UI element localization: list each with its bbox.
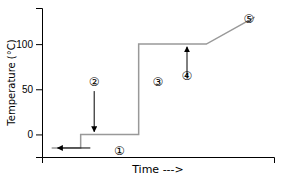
line	[52, 17, 255, 148]
y-tick: 0	[27, 129, 42, 140]
plot-area	[52, 17, 255, 148]
arrow	[57, 147, 90, 148]
y-tick-mark	[36, 134, 42, 135]
y-tick: 100	[16, 39, 42, 50]
chart-container: 0 50 100 ① ② ③ ④ ⑤ Time ---> Temperature (°C)	[0, 0, 282, 179]
y-tick-label: 100	[16, 39, 33, 50]
annotation: ⑤	[243, 12, 254, 26]
annotation: ③	[153, 75, 164, 89]
annotation: ②	[89, 75, 100, 89]
y-tick-label: 0	[27, 129, 33, 140]
y-tick-label: 50	[22, 84, 34, 95]
x-axis-title: Time --->	[131, 163, 184, 176]
y-tick-mark	[36, 89, 42, 90]
y-axis-line	[36, 9, 43, 158]
y-axis: 0 50 100	[16, 9, 42, 158]
y-axis-title: Temperature (°C)	[6, 39, 17, 126]
annotation: ①	[114, 144, 125, 158]
annotation: ④	[182, 69, 193, 83]
chart-svg: 0 50 100 ① ② ③ ④ ⑤ Time ---> Temperature (°C)	[0, 0, 282, 179]
arrows	[57, 47, 187, 148]
arrow	[94, 91, 95, 132]
annotations: ① ② ③ ④ ⑤	[89, 12, 254, 158]
y-tick: 50	[22, 84, 42, 95]
y-tick-mark	[36, 44, 42, 45]
